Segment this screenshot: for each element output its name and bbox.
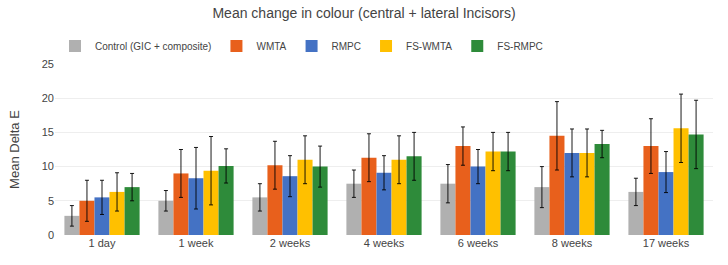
svg-text:FS-RMPC: FS-RMPC [497, 41, 543, 52]
svg-text:20: 20 [42, 92, 54, 104]
svg-text:5: 5 [48, 195, 54, 207]
svg-text:Mean Delta E: Mean Delta E [7, 110, 22, 189]
svg-text:1 week: 1 week [179, 237, 214, 249]
svg-text:WMTA: WMTA [256, 41, 286, 52]
svg-text:RMPC: RMPC [332, 41, 361, 52]
svg-text:4 weeks: 4 weeks [364, 237, 405, 249]
svg-text:15: 15 [42, 126, 54, 138]
svg-text:2 weeks: 2 weeks [270, 237, 311, 249]
svg-text:1 day: 1 day [89, 237, 116, 249]
svg-text:FS-WMTA: FS-WMTA [406, 41, 452, 52]
svg-text:0: 0 [48, 229, 54, 241]
svg-text:17 weeks: 17 weeks [643, 237, 690, 249]
svg-text:25: 25 [42, 58, 54, 70]
svg-text:10: 10 [42, 160, 54, 172]
svg-text:8 weeks: 8 weeks [552, 237, 593, 249]
svg-text:Control (GIC + composite): Control (GIC + composite) [95, 41, 211, 52]
svg-text:Mean change in colour (central: Mean change in colour (central + lateral… [212, 5, 515, 21]
svg-text:6 weeks: 6 weeks [458, 237, 499, 249]
